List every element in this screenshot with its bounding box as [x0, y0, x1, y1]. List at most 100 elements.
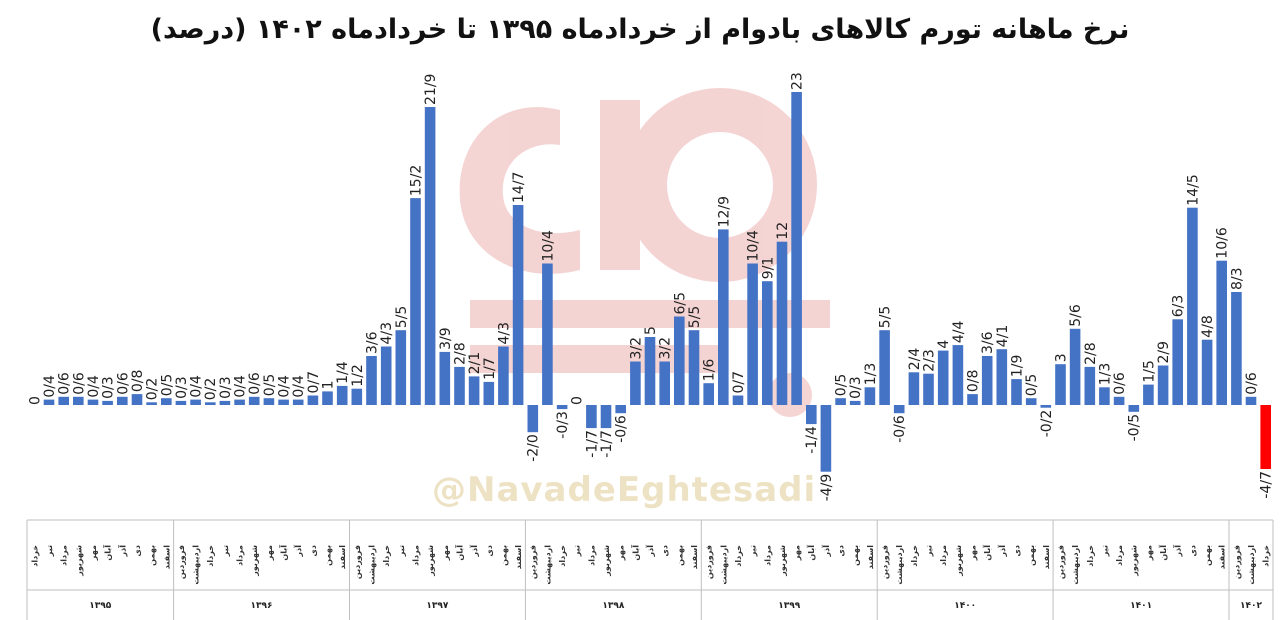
- bar: [586, 405, 597, 429]
- month-label: آبان: [982, 545, 992, 561]
- month-label: مهر: [89, 545, 98, 561]
- x-axis: خرداد تیر مرداد شهریور مهر آبان آذر دی بهمن اسفند…: [26, 519, 1274, 620]
- bar-label: -0/6: [614, 415, 630, 443]
- month-label: اردیبهشت: [543, 545, 552, 585]
- month-label: آذر: [1173, 545, 1183, 558]
- bar-label: 1/5: [1141, 360, 1157, 383]
- bar-label: 0/3: [101, 376, 117, 399]
- month-label: اسفند: [162, 545, 171, 570]
- bar-label: 0/3: [174, 376, 190, 399]
- bar-label: -0/3: [555, 411, 571, 439]
- month-label: اسفند: [866, 545, 875, 570]
- bar: [1025, 398, 1037, 405]
- month-label: خرداد: [734, 545, 743, 567]
- chart-title: نرخ ماهانه تورم کالاهای بادوام از خردادم…: [150, 14, 1130, 45]
- month-label: مرداد: [412, 545, 421, 566]
- month-label: مهر: [617, 545, 626, 561]
- bar: [923, 373, 934, 405]
- bar: [1245, 396, 1257, 405]
- bar-label: 1/3: [863, 363, 879, 386]
- month-label: تیر: [1100, 545, 1109, 557]
- bar: [43, 399, 55, 405]
- month-label: اردیبهشت: [1071, 545, 1080, 585]
- month-label: اسفند: [1218, 545, 1227, 570]
- bar: [849, 400, 861, 405]
- month-label: مرداد: [939, 545, 948, 566]
- month-label: فروردین: [881, 545, 890, 579]
- month-label: آذر: [293, 545, 303, 558]
- month-label: بهمن: [324, 545, 333, 566]
- bar-label: 0/5: [262, 374, 278, 397]
- bar-label: 2/3: [922, 349, 938, 372]
- bar: [175, 400, 187, 405]
- bar-label: 0/3: [848, 376, 864, 399]
- bar: [879, 330, 890, 405]
- bar-label: -0/5: [1127, 414, 1143, 442]
- bar-label: 1/4: [335, 361, 351, 384]
- month-label: آذر: [997, 545, 1007, 558]
- bar: [161, 398, 172, 405]
- bar: [747, 263, 758, 405]
- bar-label: 3/9: [438, 327, 454, 350]
- month-label: اردیبهشت: [1247, 545, 1256, 585]
- month-label: آبان: [103, 545, 113, 561]
- year-label: ۱۳۹۶: [251, 601, 273, 611]
- month-label: تیر: [573, 545, 582, 557]
- bar-label: 4/3: [379, 322, 395, 345]
- bar-label: 0/4: [277, 375, 293, 398]
- bar-label: 6/5: [672, 292, 688, 315]
- bar-label: 14/5: [1185, 174, 1201, 205]
- month-label: خرداد: [206, 545, 215, 567]
- bar-label: 2/8: [1083, 342, 1099, 365]
- bar-label: 23: [790, 72, 806, 90]
- bar: [1231, 292, 1242, 405]
- bar: [600, 405, 612, 429]
- month-label: مهر: [265, 545, 274, 561]
- bar-label: 5/5: [394, 306, 410, 329]
- bar: [791, 92, 802, 405]
- bar-label: 0/3: [218, 376, 234, 399]
- month-label: تیر: [925, 545, 934, 557]
- bar: [659, 361, 670, 405]
- bar: [996, 349, 1008, 405]
- bar: [1040, 405, 1052, 408]
- bar-label: 9/1: [760, 257, 776, 280]
- bar-label: 2/1: [467, 352, 483, 375]
- bar-label: -4/9: [819, 474, 835, 502]
- bar-label: 0/6: [57, 372, 73, 395]
- year-label: ۱۳۹۸: [602, 601, 624, 611]
- bar-label: 1: [321, 380, 337, 389]
- bar: [644, 337, 656, 405]
- bar-label: -0/6: [892, 415, 908, 443]
- year-label: ۱۳۹۹: [778, 601, 800, 611]
- bar: [410, 198, 421, 405]
- month-label: دی: [1188, 545, 1197, 556]
- month-label: خرداد: [1262, 545, 1271, 567]
- bar-label: -2/0: [526, 434, 542, 462]
- month-label: تیر: [45, 545, 54, 557]
- bar: [102, 400, 113, 405]
- bar-label: 1/7: [482, 357, 498, 380]
- month-label: بهمن: [499, 545, 508, 566]
- bar: [322, 391, 333, 405]
- month-label: دی: [309, 545, 318, 556]
- bar-label: 5: [643, 326, 659, 335]
- bar-label: 2/8: [452, 342, 468, 365]
- bar: [688, 330, 700, 405]
- bar: [146, 402, 157, 405]
- bar-label: 0/6: [1244, 372, 1260, 395]
- bar: [190, 399, 201, 405]
- month-label: فروردین: [705, 545, 714, 579]
- month-label: شهریور: [778, 545, 787, 577]
- bar-label: 4/1: [995, 325, 1011, 348]
- bar-label: 10/6: [1215, 227, 1231, 259]
- bar-label: 0/6: [115, 372, 131, 395]
- bar-label: 5/5: [878, 306, 894, 329]
- month-label: آذر: [645, 545, 655, 558]
- month-label: شهریور: [1130, 545, 1139, 577]
- bar: [1187, 207, 1198, 405]
- bar-label: 0/5: [834, 374, 850, 397]
- bar: [483, 381, 495, 405]
- bar-label: 1/3: [1097, 363, 1113, 386]
